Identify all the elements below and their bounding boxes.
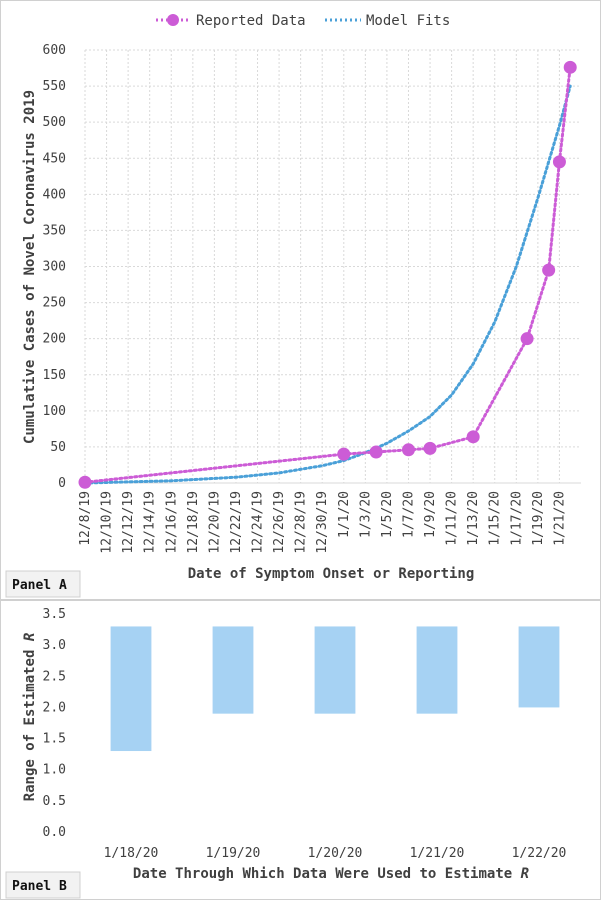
panel-b-y-axis-title-text: Range of Estimated <box>22 641 38 801</box>
x-tick-label: 1/21/20 <box>552 491 567 546</box>
y-tick-label: 100 <box>43 404 66 419</box>
panel-b-x-axis-title-italic: R <box>521 866 529 882</box>
x-tick-label: 1/9/20 <box>423 491 438 538</box>
y-tick-label: 350 <box>43 223 66 238</box>
panel-b-y-ticks: 0.0 0.5 1.0 1.5 2.0 2.5 3.0 3.5 <box>43 607 66 840</box>
panel-b-x-axis-title: Date Through Which Data Were Used to Est… <box>133 866 529 882</box>
b-y-tick-label: 2.5 <box>43 669 66 684</box>
x-tick-label: 12/14/19 <box>143 491 158 554</box>
panel-a-label: Panel A <box>12 578 67 593</box>
panel-b-bars <box>110 626 560 752</box>
y-tick-label: 50 <box>50 440 66 455</box>
x-tick-label: 1/5/20 <box>380 491 395 538</box>
x-tick-label: 1/17/20 <box>509 491 524 546</box>
x-tick-label: 12/22/19 <box>229 491 244 554</box>
b-x-tick-label: 1/21/20 <box>410 846 465 861</box>
x-tick-label: 12/26/19 <box>272 491 287 554</box>
panel-b-y-axis-title-italic: R <box>22 633 38 641</box>
x-tick-label: 1/19/20 <box>531 491 546 546</box>
panel-b-x-ticks: 1/18/20 1/19/20 1/20/20 1/21/20 1/22/20 <box>104 846 567 861</box>
reported-data-point <box>78 475 92 489</box>
panel-b-frame <box>0 600 601 900</box>
b-x-tick-label: 1/20/20 <box>308 846 363 861</box>
x-tick-label: 1/13/20 <box>466 491 481 546</box>
reported-data-point <box>369 445 383 459</box>
b-x-tick-label: 1/19/20 <box>206 846 261 861</box>
b-y-tick-label: 1.5 <box>43 732 66 747</box>
panel-a-y-ticks: 0 50 100 150 200 250 300 350 400 450 500 550 600 <box>43 43 66 491</box>
y-tick-label: 150 <box>43 368 66 383</box>
range-bar <box>518 626 560 708</box>
reported-data-point <box>466 430 480 444</box>
b-y-tick-label: 0.5 <box>43 794 66 809</box>
range-bar <box>314 626 356 714</box>
x-tick-label: 1/15/20 <box>488 491 503 546</box>
panel-b-label-box <box>5 871 81 899</box>
reported-data-point <box>337 447 351 461</box>
x-tick-label: 1/3/20 <box>358 491 373 538</box>
y-tick-label: 450 <box>43 151 66 166</box>
legend-reported-marker <box>167 14 179 26</box>
y-tick-label: 250 <box>43 296 66 311</box>
legend-reported-label: Reported Data <box>196 13 306 29</box>
reported-data-point <box>563 60 577 74</box>
x-tick-label: 12/10/19 <box>100 491 115 554</box>
y-tick-label: 500 <box>43 115 66 130</box>
x-tick-label: 12/24/19 <box>251 491 266 554</box>
model-fit-line <box>83 84 572 485</box>
b-y-tick-label: 3.0 <box>43 638 66 653</box>
range-bar <box>110 626 152 752</box>
x-tick-label: 12/12/19 <box>121 491 136 554</box>
range-bar <box>416 626 458 714</box>
b-x-tick-label: 1/18/20 <box>104 846 159 861</box>
reported-data-point <box>401 443 415 457</box>
reported-data-line <box>83 65 572 484</box>
y-tick-label: 550 <box>43 79 66 94</box>
x-tick-label: 1/7/20 <box>401 491 416 538</box>
y-tick-label: 200 <box>43 332 66 347</box>
reported-data-point <box>542 263 556 277</box>
y-tick-label: 600 <box>43 43 66 58</box>
x-tick-label: 12/18/19 <box>186 491 201 554</box>
panel-a-grid <box>84 49 581 484</box>
y-tick-label: 0 <box>58 476 66 491</box>
y-tick-label: 400 <box>43 187 66 202</box>
x-tick-label: 1/1/20 <box>337 491 352 538</box>
panel-b-y-axis-title: Range of Estimated R <box>22 633 38 802</box>
legend-model-label: Model Fits <box>366 13 450 29</box>
x-tick-label: 12/8/19 <box>78 491 93 546</box>
range-bar <box>212 626 254 714</box>
panel-b-x-axis-title-text: Date Through Which Data Were Used to Est… <box>133 866 521 882</box>
x-tick-label: 12/28/19 <box>294 491 309 554</box>
reported-data-point <box>520 332 534 346</box>
y-tick-label: 300 <box>43 260 66 275</box>
panel-b-label: Panel B <box>12 879 67 894</box>
x-tick-label: 1/11/20 <box>445 491 460 546</box>
panel-a-x-ticks: 12/8/19 12/10/19 12/12/19 12/14/19 12/16/19 1… <box>78 491 567 554</box>
panel-a-y-axis-title: Cumulative Cases of Novel Coronavirus 20… <box>22 90 38 444</box>
panel-a-label-box <box>5 570 81 598</box>
x-tick-label: 12/16/19 <box>164 491 179 554</box>
panel-a-x-axis-title: Date of Symptom Onset or Reporting <box>188 566 475 582</box>
b-y-tick-label: 1.0 <box>43 763 66 778</box>
b-x-tick-label: 1/22/20 <box>512 846 567 861</box>
reported-data-point <box>423 441 437 455</box>
panel-a-series <box>78 60 577 489</box>
b-y-tick-label: 0.0 <box>43 825 66 840</box>
x-tick-label: 12/20/19 <box>207 491 222 554</box>
b-y-tick-label: 2.0 <box>43 700 66 715</box>
panel-a-legend: Reported Data Model Fits <box>156 13 450 29</box>
reported-data-point <box>552 155 566 169</box>
x-tick-label: 12/30/19 <box>315 491 330 554</box>
b-y-tick-label: 3.5 <box>43 607 66 622</box>
